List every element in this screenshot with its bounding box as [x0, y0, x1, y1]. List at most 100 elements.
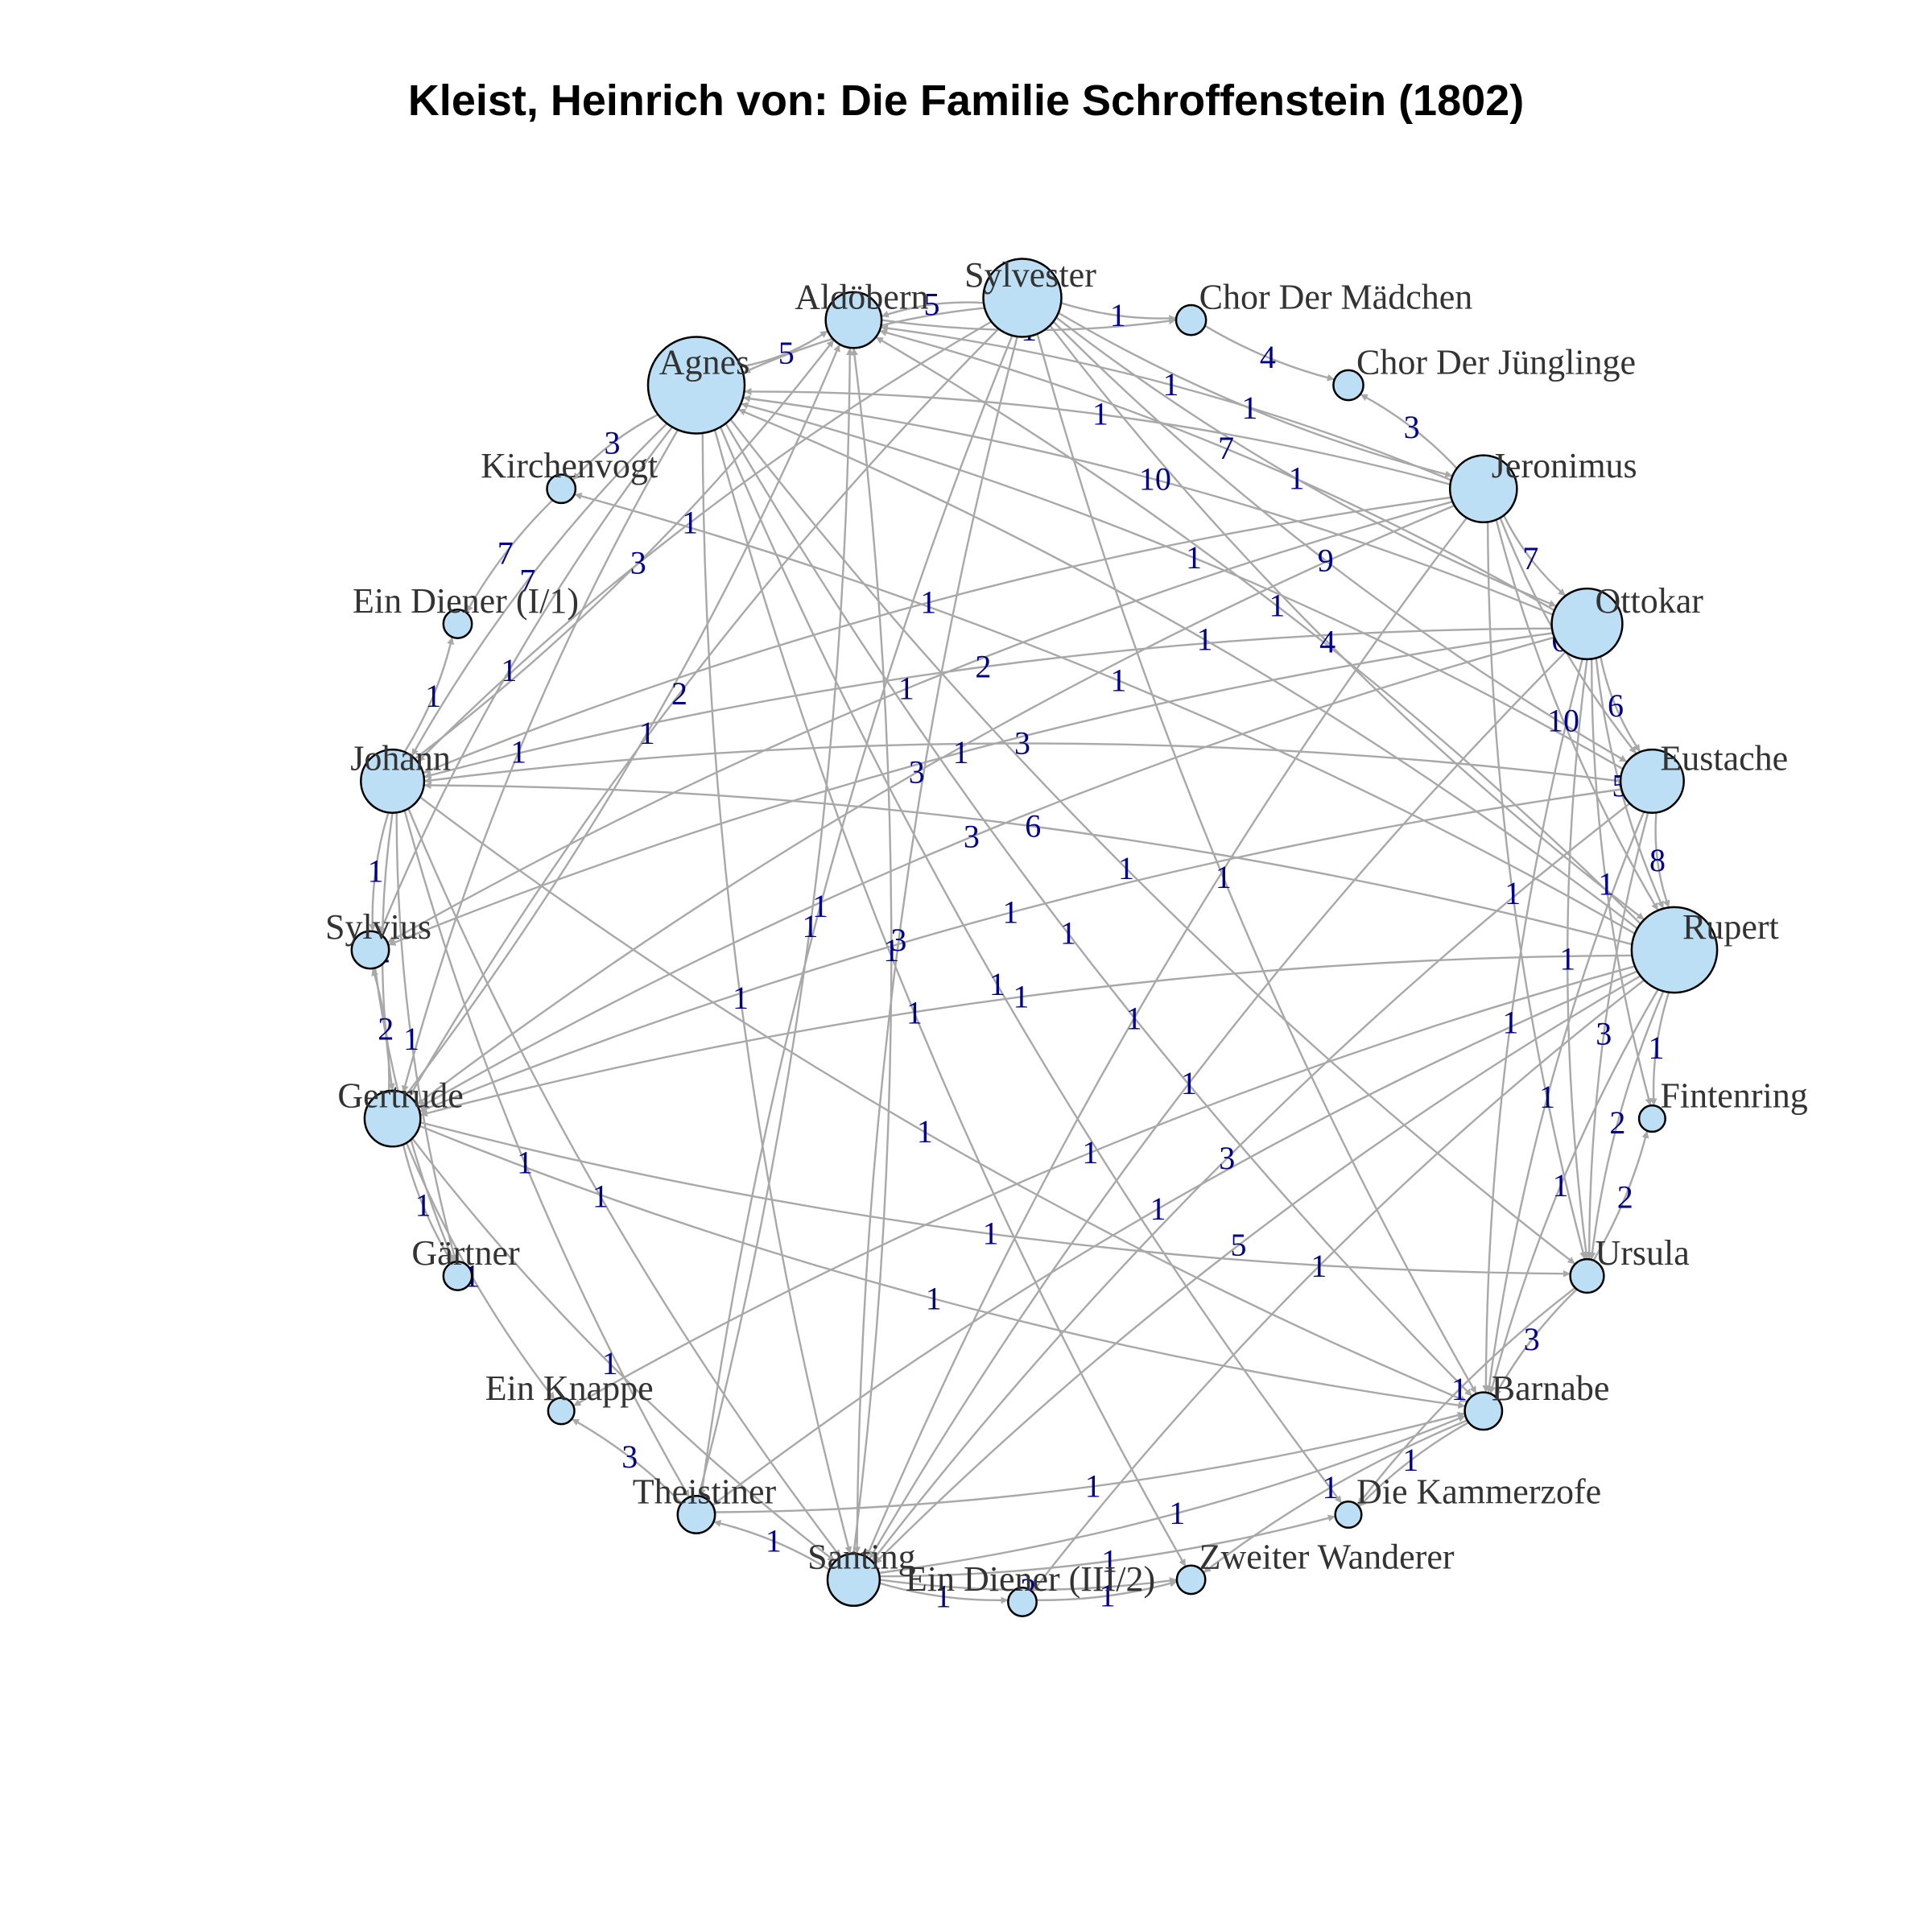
node-label-barnabe: Barnabe	[1492, 1368, 1610, 1408]
edge-ottokar-barnabe	[1482, 658, 1583, 1393]
edge-weight-label: 7	[1522, 540, 1538, 576]
edge-sylvester-gertrude	[408, 328, 1000, 1097]
node-rupert	[1630, 906, 1719, 994]
node-chor-juenglinge	[1332, 369, 1364, 402]
edge-santing-theistiner	[713, 1520, 831, 1571]
edge-weight-label: 3	[1524, 1321, 1540, 1357]
edge-weight-label: 3	[621, 1439, 638, 1475]
edge-weight-label: 1	[1060, 915, 1076, 952]
edge-jeronimus-aldoebern	[880, 324, 1452, 481]
edge-jeronimus-gertrude	[415, 504, 1455, 1106]
edge-ottokar-agnes	[742, 394, 1554, 616]
edge-weight-label: 1	[1402, 1442, 1418, 1478]
edge-agnes-gertrude	[401, 429, 679, 1093]
edge-agnes-johann	[411, 423, 668, 757]
edge-weight-label: 1	[1505, 875, 1521, 911]
edge-eustache-barnabe	[1485, 811, 1645, 1393]
edge-weight-label: 2	[378, 1010, 394, 1046]
edge-weight-label: 1	[1502, 1004, 1518, 1040]
edge-agnes-zweiter-wanderer	[713, 429, 1187, 1567]
edge-weight-label: 1	[1082, 1134, 1098, 1170]
edge-weight-label: 9	[1318, 543, 1334, 579]
edge-jeronimus-santing	[865, 517, 1468, 1558]
edge-rupert-diener-iii2	[1031, 979, 1645, 1593]
edge-weight-label: 1	[1110, 297, 1126, 333]
edge-weight-label: 10	[1547, 702, 1579, 738]
node-jeronimus	[1448, 454, 1518, 524]
edge-sylvester-aldoebern	[881, 301, 984, 318]
node-gertrude	[363, 1089, 422, 1148]
node-label-ursula: Ursula	[1596, 1233, 1690, 1273]
edge-weight-label: 3	[1014, 724, 1030, 761]
edge-johann-diener-i1	[403, 637, 455, 753]
edge-eustache-johann	[423, 742, 1621, 784]
edge-weight-label: 1	[682, 505, 698, 541]
edge-weight-label: 1	[517, 1145, 533, 1181]
edge-johann-sylvius	[369, 811, 390, 932]
edge-weight-label: 1	[812, 888, 828, 924]
node-label-eustache: Eustache	[1660, 738, 1788, 778]
edge-theistiner-barnabe	[714, 1411, 1466, 1513]
edge-weight-label: 1	[501, 652, 517, 688]
edge-weight-label: 10	[1139, 461, 1171, 497]
edge-weight-label: 1	[926, 1280, 942, 1316]
edge-weight-label: 1	[1186, 539, 1202, 576]
edge-rupert-knappe	[572, 965, 1636, 1407]
node-diener-i1	[442, 609, 473, 639]
edge-barnabe-kammerzofe	[1358, 1421, 1469, 1508]
edge-sylvester-santing	[853, 336, 1018, 1554]
node-label-zweiter-wanderer: Zweiter Wanderer	[1199, 1537, 1455, 1576]
edge-labels-layer: 1145211539111761011311131065231171118131…	[368, 286, 1666, 1614]
edge-agnes-kammerzofe	[719, 427, 1343, 1505]
edge-weight-label: 1	[425, 678, 441, 714]
edge-weight-label: 5	[924, 286, 940, 322]
node-label-aldoebern: Aldöbern	[795, 278, 928, 317]
edge-weight-label: 1	[1110, 662, 1126, 698]
edge-weight-label: 1	[1126, 1000, 1142, 1036]
edge-weight-label: 5	[1231, 1227, 1247, 1263]
edge-weight-label: 1	[1539, 1079, 1555, 1115]
edge-santing-aldoebern	[851, 348, 893, 1554]
edge-gertrude-gaertner	[402, 1144, 453, 1264]
edge-eustache-agnes	[741, 402, 1624, 770]
edge-weight-label: 3	[1219, 1140, 1235, 1176]
edge-ottokar-eustache	[1600, 656, 1641, 753]
node-label-gaertner: Gärtner	[411, 1233, 520, 1273]
edge-barnabe-zweiter-wanderer	[1203, 1419, 1468, 1574]
edge-ottokar-fintenring	[1590, 658, 1653, 1106]
edge-weight-label: 1	[766, 1522, 782, 1558]
edge-weight-label: 7	[519, 562, 535, 598]
edge-weight-label: 1	[989, 966, 1005, 1002]
edge-weight-label: 1	[1269, 588, 1285, 624]
edge-jeronimus-agnes	[744, 387, 1451, 485]
edge-weight-label: 1	[983, 1216, 999, 1252]
edge-jeronimus-ursula	[1487, 522, 1587, 1260]
edge-santing-diener-iii2	[879, 1582, 1009, 1604]
edge-weight-label: 1	[1598, 865, 1614, 902]
edge-weight-label: 2	[975, 649, 991, 685]
node-label-johann: Johann	[350, 738, 451, 778]
edge-rupert-ursula	[1588, 990, 1665, 1260]
edge-agnes-santing	[701, 432, 852, 1554]
node-labels-layer: Sylvester Chor Der Mädchen Chor Der Jüngli…	[325, 255, 1808, 1599]
edge-weight-label: 6	[1608, 687, 1624, 724]
node-label-agnes: Agnes	[659, 343, 749, 382]
edge-rupert-johann	[423, 782, 1633, 946]
edge-weight-label: 1	[1241, 390, 1257, 426]
edge-weight-label: 2	[1609, 1104, 1625, 1141]
node-theistiner	[676, 1495, 716, 1534]
edge-gertrude-ursula	[419, 1121, 1571, 1278]
edge-weight-label: 1	[602, 1345, 618, 1381]
node-label-gertrude: Gertrude	[337, 1076, 463, 1116]
node-johann	[360, 748, 426, 814]
edge-sylvester-theistiner	[698, 335, 1013, 1497]
edge-weight-label: 3	[630, 545, 646, 581]
edge-johann-santing	[407, 807, 842, 1558]
edge-rupert-agnes	[737, 408, 1638, 930]
figure-title: Kleist, Heinrich von: Die Familie Schrof…	[408, 76, 1524, 125]
edge-gertrude-santing	[411, 1137, 836, 1563]
edge-rupert-theistiner	[712, 970, 1638, 1506]
node-label-sylvester: Sylvester	[964, 255, 1096, 295]
node-label-kirchenvogt: Kirchenvogt	[481, 446, 658, 485]
